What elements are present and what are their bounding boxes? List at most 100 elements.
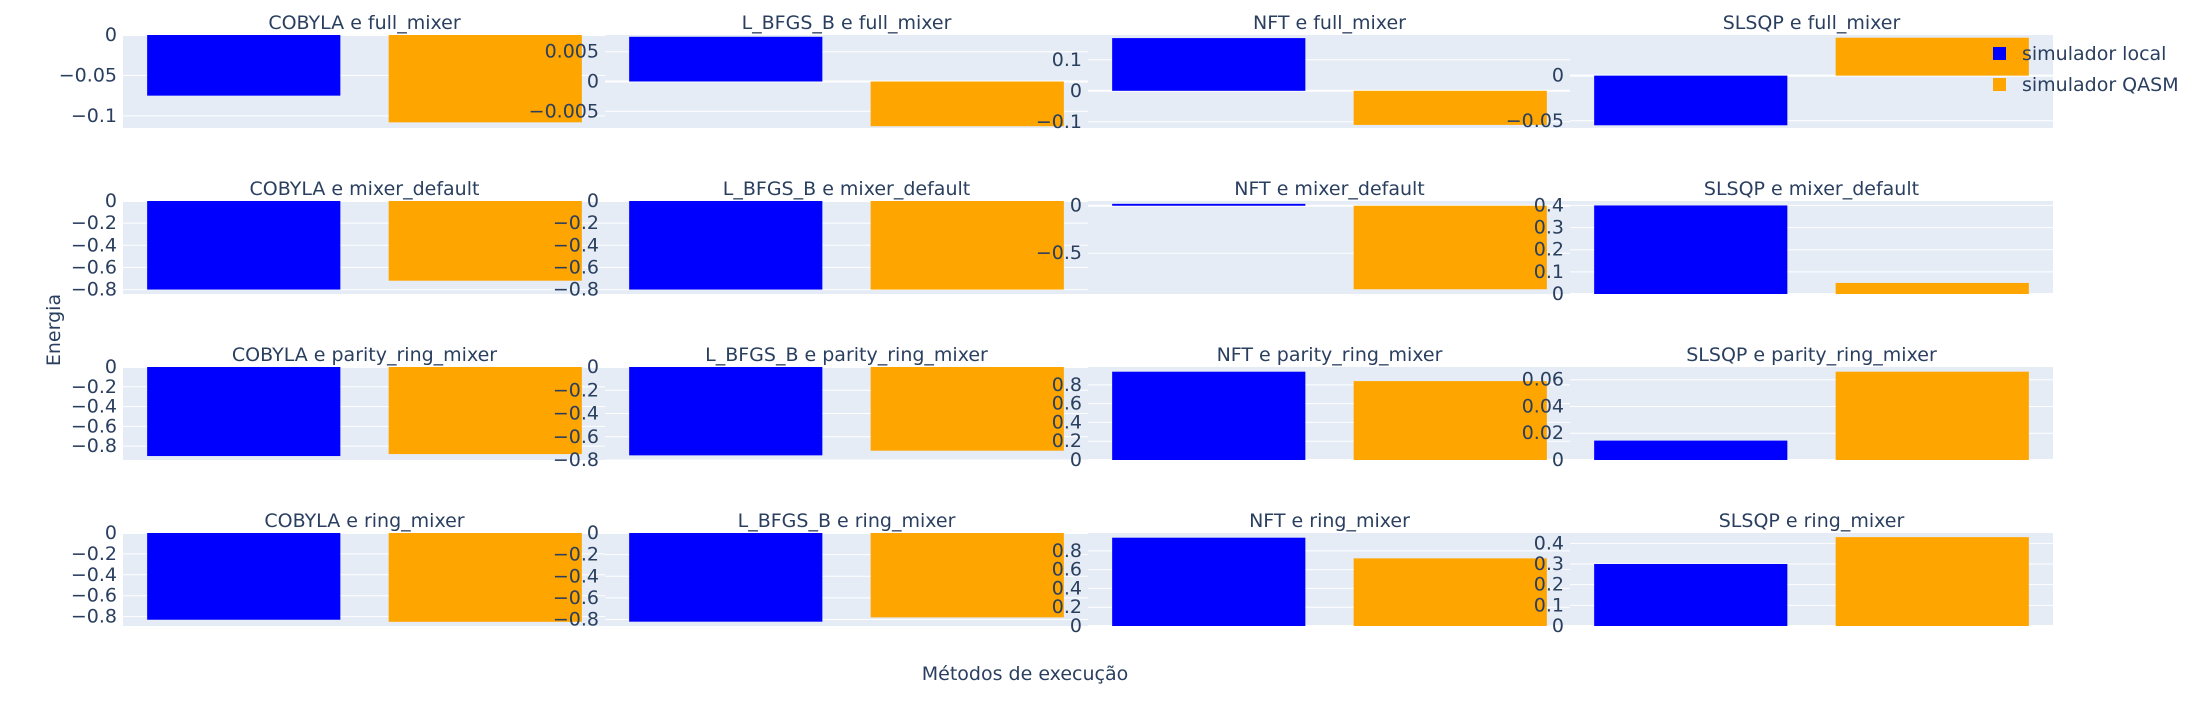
subplot-6[interactable]: 0−0.2−0.4−0.6−0.8L_BFGS_B e mixer_defaul… <box>553 178 1088 301</box>
y-tick-label: −0.6 <box>553 256 599 278</box>
y-tick-label: −0.4 <box>71 234 117 256</box>
bar-simulador-qasm <box>1835 282 2029 294</box>
subplot-title: L_BFGS_B e ring_mixer <box>738 510 956 532</box>
y-tick-label: −0.2 <box>553 212 599 234</box>
y-tick-label: −0.2 <box>71 212 117 234</box>
bar-simulador-local <box>1594 564 1788 626</box>
y-tick-label: 0 <box>587 522 599 544</box>
bar-simulador-local <box>629 367 823 456</box>
y-tick-label: −0.5 <box>1036 242 1082 264</box>
y-tick-label: 0.02 <box>1522 422 1564 444</box>
y-tick-label: −0.8 <box>553 609 599 631</box>
subplot-1[interactable]: 0 −0.05 −0.1 COBYLA e full_mixer <box>59 12 606 128</box>
y-tick-label: 0.8 <box>1052 374 1082 396</box>
legend-swatch-local <box>1993 47 2006 60</box>
bar-simulador-qasm <box>1353 558 1547 626</box>
y-tick-label: 0 <box>1552 449 1564 471</box>
subplot-title: SLSQP e mixer_default <box>1704 178 1919 200</box>
y-tick-label: 0.6 <box>1052 559 1082 581</box>
subplot-title: NFT e parity_ring_mixer <box>1217 344 1443 366</box>
y-tick-label: −0.6 <box>553 426 599 448</box>
y-tick-label: −0.4 <box>553 234 599 256</box>
y-tick-label: −0.8 <box>71 606 117 628</box>
y-tick-label: −0.2 <box>553 379 599 401</box>
y-tick-label: −0.005 <box>529 100 599 122</box>
y-tick-label: −0.4 <box>553 565 599 587</box>
y-tick-label: 0.04 <box>1522 395 1564 417</box>
y-tick-label: −0.6 <box>71 415 117 437</box>
subplot-title: SLSQP e ring_mixer <box>1719 510 1905 532</box>
y-tick-label: 0 <box>1070 615 1082 637</box>
y-tick-label: 0 <box>587 71 599 93</box>
y-tick-label: 0 <box>587 356 599 378</box>
subplot-title: NFT e mixer_default <box>1234 178 1424 200</box>
bar-simulador-local <box>1594 440 1788 460</box>
bar-simulador-qasm <box>388 35 582 123</box>
subplot-14[interactable]: 0−0.2−0.4−0.6−0.8 L_BFGS_B e ring_mixer <box>553 510 1088 631</box>
y-tick-label: 0 <box>105 24 117 46</box>
subplot-7[interactable]: 0 −0.5 NFT e mixer_default <box>1036 178 1571 294</box>
bar-simulador-qasm <box>870 81 1064 127</box>
y-tick-label: 0.4 <box>1534 194 1564 216</box>
y-tick-label: 0 <box>1552 65 1564 87</box>
subplot-title: COBYLA e parity_ring_mixer <box>232 344 497 366</box>
bar-simulador-local <box>1594 205 1788 294</box>
y-tick-label: 0.4 <box>1052 577 1082 599</box>
y-tick-label: 0 <box>105 190 117 212</box>
subplot-title: SLSQP e full_mixer <box>1723 12 1901 34</box>
bar-simulador-local <box>147 35 341 96</box>
y-tick-label: 0.2 <box>1534 574 1564 596</box>
bar-simulador-local <box>629 36 823 82</box>
subplot-3[interactable]: 0.1 0 −0.1 NFT e full_mixer <box>1036 12 1571 133</box>
y-tick-label: −0.8 <box>553 449 599 471</box>
y-tick-label: −0.4 <box>71 564 117 586</box>
subplot-title: COBYLA e ring_mixer <box>264 510 464 532</box>
subplot-2[interactable]: 0.005 0 −0.005 L_BFGS_B e full_mixer <box>529 12 1088 128</box>
y-tick-label: −0.6 <box>71 585 117 607</box>
subplot-16[interactable]: 0.40.30.20.10 SLSQP e ring_mixer <box>1534 510 2053 637</box>
subplot-title: L_BFGS_B e full_mixer <box>742 12 952 34</box>
bar-simulador-qasm <box>1835 537 2029 626</box>
bar-simulador-qasm <box>388 533 582 622</box>
y-tick-label: −0.1 <box>71 105 117 127</box>
bar-simulador-local <box>1112 38 1306 91</box>
y-tick-label: 0.6 <box>1052 393 1082 415</box>
y-tick-label: 0.3 <box>1534 553 1564 575</box>
legend-label-qasm: simulador QASM <box>2022 74 2179 96</box>
y-tick-label: −0.4 <box>553 403 599 425</box>
bar-simulador-local <box>147 201 341 290</box>
subplot-4[interactable]: 0 −0.05 SLSQP e full_mixer <box>1506 12 2053 132</box>
bar-simulador-qasm <box>388 367 582 455</box>
y-tick-label: 0 <box>1552 615 1564 637</box>
bar-simulador-local <box>1112 203 1306 206</box>
subplot-10[interactable]: 0−0.2−0.4−0.6−0.8L_BFGS_B e parity_ring_… <box>553 344 1088 471</box>
legend-item-local[interactable]: simulador local <box>1993 43 2166 65</box>
x-axis-title: Métodos de execução <box>922 663 1128 685</box>
y-tick-label: −0.1 <box>1036 111 1082 133</box>
y-tick-label: 0.1 <box>1534 594 1564 616</box>
subplot-title: NFT e ring_mixer <box>1249 510 1410 532</box>
subplot-8[interactable]: 0.40.30.20.10 SLSQP e mixer_default <box>1534 178 2053 305</box>
legend: simulador local simulador QASM <box>1993 43 2179 96</box>
y-tick-label: 0.2 <box>1052 430 1082 452</box>
y-tick-label: −0.2 <box>71 376 117 398</box>
y-tick-label: 0.1 <box>1052 49 1082 71</box>
bar-simulador-local <box>629 533 823 622</box>
bar-simulador-qasm <box>1353 90 1547 125</box>
y-tick-label: 0 <box>105 522 117 544</box>
bar-simulador-local <box>147 367 341 457</box>
y-tick-label: −0.05 <box>59 64 117 86</box>
subplot-12[interactable]: 0.06 0.04 0.02 0 SLSQP e parity_ring_mixer <box>1522 344 2053 471</box>
y-tick-label: −0.8 <box>71 279 117 301</box>
y-tick-label: −0.2 <box>71 543 117 565</box>
y-tick-label: −0.8 <box>553 279 599 301</box>
legend-item-qasm[interactable]: simulador QASM <box>1993 74 2179 96</box>
bar-simulador-local <box>629 201 823 290</box>
